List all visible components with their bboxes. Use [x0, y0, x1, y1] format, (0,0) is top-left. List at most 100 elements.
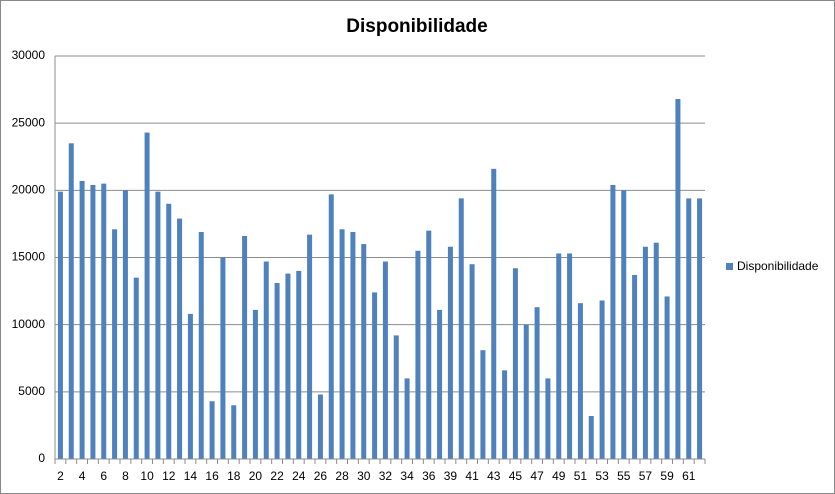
bar: [155, 191, 161, 459]
x-tick-label: 28: [335, 469, 349, 483]
bar: [339, 229, 345, 459]
bar: [512, 268, 518, 459]
chart-title: Disponibilidade: [346, 16, 487, 37]
y-tick-label: 5000: [18, 384, 45, 398]
x-tick-label: 10: [140, 469, 154, 483]
bar: [79, 180, 85, 459]
bar: [307, 234, 313, 459]
x-tick-label: 39: [444, 469, 458, 483]
x-tick-label: 14: [184, 469, 198, 483]
bar: [664, 296, 670, 459]
bar: [653, 242, 659, 459]
bar: [177, 218, 183, 459]
legend-label: Disponibilidade: [737, 259, 819, 273]
x-tick-label: 30: [357, 469, 371, 483]
bar: [642, 246, 648, 459]
x-tick-label: 18: [227, 469, 241, 483]
bar: [317, 394, 323, 459]
y-tick-label: 15000: [12, 250, 46, 264]
x-tick-label: 55: [617, 469, 631, 483]
bar: [133, 277, 139, 459]
bar: [577, 303, 583, 459]
bar: [426, 230, 432, 459]
bar: [372, 292, 378, 459]
bar: [480, 350, 486, 459]
bar: [144, 132, 150, 459]
x-tick-label: 36: [422, 469, 436, 483]
y-tick-label: 30000: [12, 48, 46, 62]
bar: [415, 250, 421, 459]
bar: [556, 253, 562, 459]
y-tick-label: 20000: [12, 183, 46, 197]
bar: [393, 335, 399, 459]
bar: [68, 143, 74, 460]
bar: [686, 198, 692, 460]
bar: [361, 244, 367, 459]
bar: [469, 264, 475, 459]
y-tick-label: 25000: [12, 115, 46, 129]
bar: [588, 416, 594, 459]
bar: [632, 274, 638, 459]
x-tick-label: 24: [292, 469, 306, 483]
bar: [404, 378, 410, 459]
x-tick-label: 49: [552, 469, 566, 483]
bar: [567, 253, 573, 459]
bar: [534, 307, 540, 459]
x-tick-label: 61: [682, 469, 696, 483]
x-tick-label: 6: [100, 469, 107, 483]
bar: [447, 246, 453, 459]
x-tick-label: 57: [639, 469, 653, 483]
x-tick-label: 34: [400, 469, 414, 483]
bar: [296, 270, 302, 459]
x-tick-label: 45: [509, 469, 523, 483]
bar: [90, 184, 96, 459]
x-tick-label: 32: [379, 469, 393, 483]
x-tick-label: 4: [79, 469, 86, 483]
bar: [187, 313, 193, 459]
y-tick-label: 0: [38, 451, 45, 465]
bar: [458, 198, 464, 460]
bar: [101, 183, 107, 459]
bar: [502, 370, 508, 459]
x-tick-label: 22: [270, 469, 284, 483]
legend-swatch: [726, 263, 733, 270]
x-tick-label: 47: [530, 469, 544, 483]
bar: [610, 184, 616, 459]
bar: [437, 309, 443, 459]
x-tick-label: 12: [162, 469, 176, 483]
bar: [285, 273, 291, 459]
bar: [252, 309, 258, 459]
bar: [523, 324, 529, 459]
bar: [122, 190, 128, 460]
bar: [350, 231, 356, 459]
bar: [599, 300, 605, 459]
x-tick-label: 20: [249, 469, 263, 483]
x-tick-label: 8: [122, 469, 129, 483]
bar: [57, 191, 63, 459]
bar: [220, 257, 226, 459]
bar: [166, 203, 172, 459]
bar: [112, 229, 118, 459]
x-tick-label: 16: [205, 469, 219, 483]
bar: [263, 261, 269, 459]
y-tick-label: 10000: [12, 317, 46, 331]
bar: [328, 194, 334, 459]
x-tick-label: 41: [465, 469, 479, 483]
bar: [209, 401, 215, 459]
bar: [274, 283, 280, 459]
bar: [675, 98, 681, 459]
x-tick-label: 51: [574, 469, 588, 483]
x-tick-label: 26: [314, 469, 328, 483]
bar: [545, 378, 551, 459]
x-tick-label: 43: [487, 469, 501, 483]
bar: [491, 168, 497, 459]
bar: [382, 261, 388, 459]
bar: [231, 405, 237, 459]
x-tick-label: 53: [595, 469, 609, 483]
bar: [697, 198, 703, 460]
bar: [198, 231, 204, 459]
x-tick-label: 59: [660, 469, 674, 483]
bar: [242, 236, 248, 459]
x-tick-label: 2: [57, 469, 64, 483]
